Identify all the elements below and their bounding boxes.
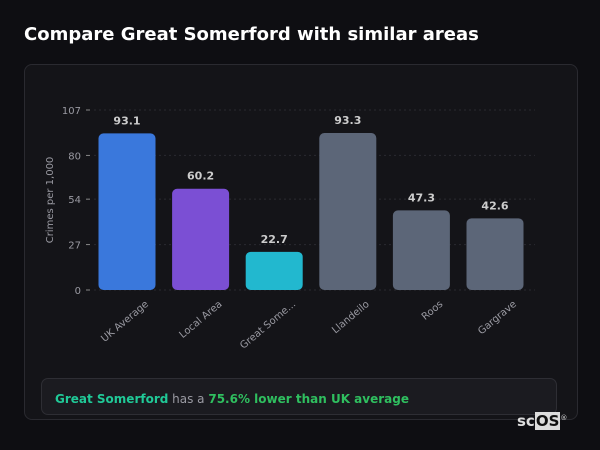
- note-middle: has a: [168, 392, 209, 406]
- data-label: 47.3: [408, 191, 435, 204]
- x-tick-label: Roos: [420, 299, 445, 323]
- x-tick-label: Local Area: [178, 299, 225, 341]
- bar[interactable]: [392, 210, 450, 290]
- x-tick-label: Great Some...: [238, 299, 298, 352]
- summary-note: Great Somerford has a 75.6% lower than U…: [41, 378, 557, 415]
- data-label: 22.7: [261, 233, 288, 246]
- bar[interactable]: [98, 133, 156, 290]
- y-tick-label: 0: [75, 286, 81, 297]
- bar[interactable]: [319, 133, 377, 290]
- y-axis-label: Crimes per 1,000: [45, 157, 56, 244]
- data-label: 60.2: [187, 170, 214, 183]
- data-label: 42.6: [481, 199, 508, 212]
- logo: scOS®: [517, 412, 568, 430]
- y-tick-label: 80: [68, 151, 81, 162]
- bar[interactable]: [245, 251, 303, 290]
- x-tick-label: Gargrave: [476, 299, 519, 337]
- page-title: Compare Great Somerford with similar are…: [24, 24, 479, 45]
- bar[interactable]: [172, 188, 230, 290]
- y-tick-label: 54: [68, 195, 81, 206]
- bar[interactable]: [466, 218, 524, 290]
- data-label: 93.1: [113, 114, 140, 127]
- place-name: Great Somerford: [55, 392, 169, 406]
- x-tick-label: UK Average: [99, 299, 151, 345]
- x-tick-label: Llandeilo: [330, 299, 372, 336]
- y-tick-label: 107: [62, 106, 81, 117]
- y-tick-label: 27: [68, 241, 81, 252]
- data-label: 93.3: [334, 114, 361, 127]
- note-highlight: 75.6% lower than UK average: [208, 392, 409, 406]
